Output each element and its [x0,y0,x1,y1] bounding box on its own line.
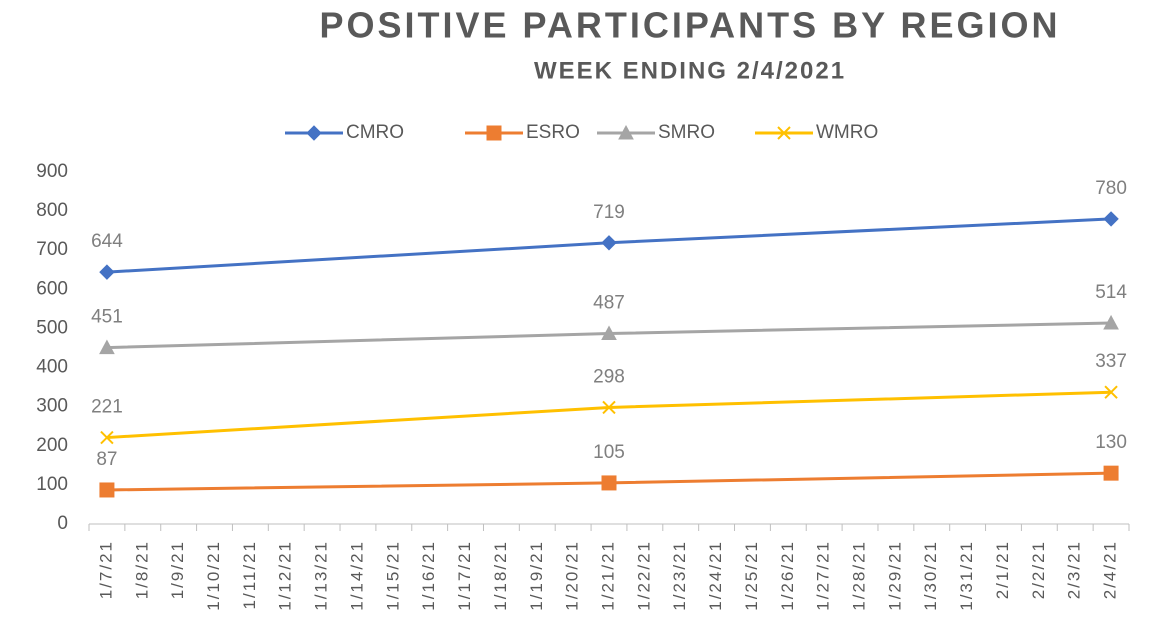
marker [1103,211,1119,227]
data-label: 221 [91,397,123,418]
data-label: 105 [593,442,625,463]
legend-label: ESRO [526,122,580,143]
y-tick-label: 600 [36,278,68,299]
y-tick-label: 400 [36,357,68,378]
x-tick-label: 1/31/21 [957,540,976,611]
y-tick-label: 0 [57,513,68,534]
legend-marker [777,126,791,140]
x-tick-label: 2/3/21 [1065,540,1084,599]
marker [99,264,115,280]
marker [601,475,617,491]
x-tick-label: 1/22/21 [634,540,653,611]
data-label: 298 [593,366,625,387]
x-tick-label: 1/12/21 [276,540,295,611]
y-tick-label: 200 [36,435,68,456]
marker [99,339,115,355]
data-label: 87 [96,449,117,470]
series: 87 105 130 [96,432,1127,498]
series: 451 487 514 [91,282,1127,355]
x-tick-label: 1/21/21 [598,540,617,611]
marker [1103,314,1119,330]
series: 221 298 337 [91,351,1127,445]
marker [99,482,115,498]
y-tick-label: 900 [36,161,68,182]
data-label: 337 [1095,351,1127,372]
marker [1104,385,1118,399]
x-tick-label: 1/18/21 [491,540,510,611]
chart-title: POSITIVE PARTICIPANTS BY REGION [319,5,1060,46]
chart-subtitle: WEEK ENDING 2/4/2021 [534,57,846,84]
marker [1103,465,1119,481]
x-tick-label: 1/17/21 [455,540,474,611]
legend-label: CMRO [346,122,404,143]
x-tick-label: 1/11/21 [240,540,259,609]
x-tick-label: 1/25/21 [742,540,761,611]
x-tick-label: 2/4/21 [1101,540,1120,599]
y-tick-label: 100 [36,474,68,495]
data-label: 644 [91,231,123,252]
x-tick-label: 1/23/21 [670,540,689,611]
marker [602,400,616,415]
legend-marker [618,124,634,140]
y-tick-label: 700 [36,239,68,260]
legend-marker [306,125,322,141]
data-label: 130 [1095,432,1127,453]
x-tick-label: 1/24/21 [706,540,725,611]
legend-label: WMRO [816,122,878,143]
x-tick-label: 1/30/21 [921,540,940,611]
x-tick-label: 1/7/21 [96,540,115,599]
marker [601,325,617,341]
y-tick-label: 300 [36,396,68,417]
x-tick-label: 1/27/21 [814,540,833,611]
x-tick-label: 1/20/21 [563,540,582,611]
x-tick-label: 1/9/21 [168,540,187,599]
x-tick-label: 1/10/21 [204,540,223,611]
data-label: 487 [593,293,625,314]
x-tick-label: 2/1/21 [993,540,1012,599]
y-tick-label: 500 [36,317,68,338]
y-tick-label: 800 [36,200,68,221]
marker [601,235,617,251]
x-tick-label: 1/14/21 [347,540,366,611]
x-tick-label: 1/29/21 [885,540,904,611]
x-tick-label: 1/8/21 [132,540,151,599]
data-label: 780 [1095,178,1127,199]
data-label: 451 [91,307,123,328]
legend-marker [486,125,502,141]
x-tick-label: 1/15/21 [383,540,402,611]
x-tick-label: 1/28/21 [850,540,869,611]
legend-label: SMRO [658,122,715,143]
line [106,390,1112,440]
x-tick-label: 1/13/21 [312,540,331,611]
marker [100,430,114,445]
x-tick-label: 1/26/21 [778,540,797,611]
x-tick-label: 1/16/21 [419,540,438,611]
series: 644 719 780 [91,178,1127,280]
data-label: 719 [593,202,625,223]
data-label: 514 [1095,282,1127,303]
x-tick-label: 2/2/21 [1029,540,1048,599]
x-tick-label: 1/19/21 [527,540,546,611]
